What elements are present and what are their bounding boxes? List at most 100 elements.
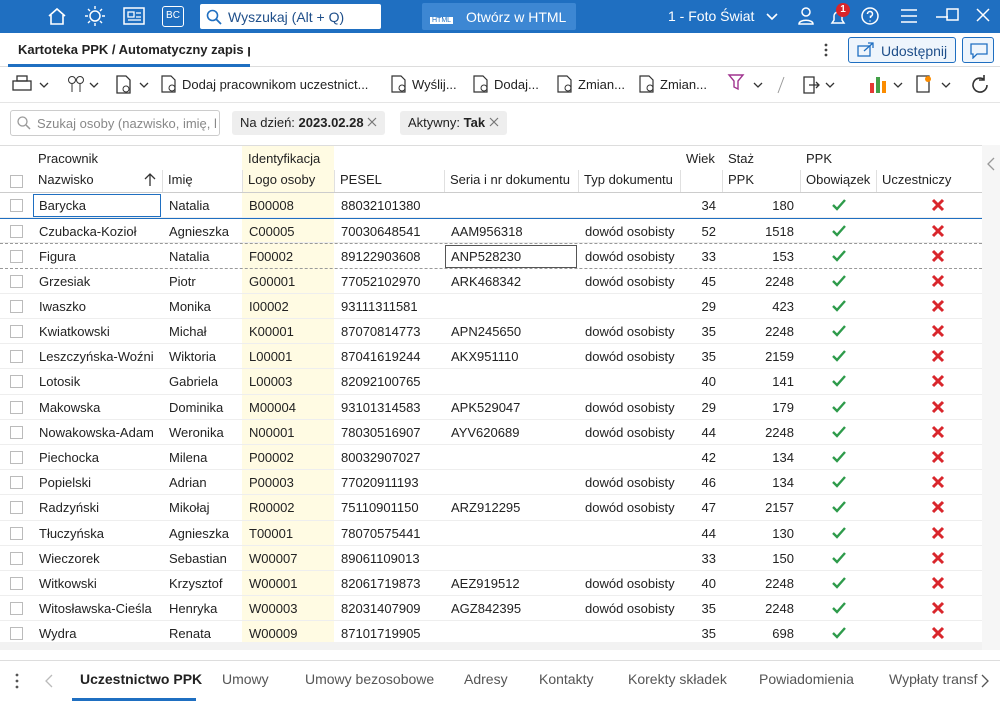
table-row[interactable]: Witosławska-Cieśla Henryka W00003 820314079…: [0, 596, 982, 622]
checkbox[interactable]: [10, 551, 23, 565]
checkbox[interactable]: [10, 175, 23, 188]
table-row[interactable]: Tłuczyńska Agnieszka T00001 78070575441 44 13…: [0, 521, 982, 546]
checkbox[interactable]: [10, 602, 23, 616]
checkbox[interactable]: [10, 299, 23, 313]
checkbox[interactable]: [10, 350, 23, 364]
check-icon: [832, 274, 846, 291]
expand-icon[interactable]: [986, 157, 996, 171]
dropdown-icon[interactable]: [766, 12, 778, 22]
checkbox[interactable]: [10, 325, 23, 338]
user-icon[interactable]: [796, 6, 816, 26]
maximize-icon[interactable]: [946, 8, 960, 22]
share-button[interactable]: Udostępnij: [848, 37, 956, 63]
check-mark: [832, 577, 846, 589]
toolbar-button[interactable]: Dodaj...: [472, 75, 539, 95]
bottom-tab[interactable]: Umowy: [222, 671, 269, 687]
column-header[interactable]: PESEL: [340, 172, 382, 187]
company-selector[interactable]: 1 - Foto Świat: [668, 8, 755, 24]
sun-icon[interactable]: [84, 5, 106, 27]
checkbox[interactable]: [10, 425, 23, 439]
minimize-icon[interactable]: [935, 10, 949, 24]
column-header[interactable]: Logo osoby: [248, 172, 316, 187]
table-row[interactable]: Iwaszko Monika I00002 93111311581 29 423: [0, 294, 982, 319]
relations-icon[interactable]: [66, 75, 102, 95]
export-icon[interactable]: [800, 73, 840, 97]
news-icon[interactable]: [122, 6, 146, 26]
column-header[interactable]: PPK: [728, 172, 755, 187]
close-icon[interactable]: [976, 8, 990, 22]
next-icon[interactable]: [980, 674, 990, 688]
table-row[interactable]: Radzyński Mikołaj R00002 75110901150 ARZ9122…: [0, 495, 982, 521]
search-box[interactable]: Wyszukaj (Alt + Q): [200, 4, 381, 29]
table-row[interactable]: Nowakowska-Adam Weronika N00001 78030516907…: [0, 420, 982, 445]
bottom-tab[interactable]: Powiadomienia: [759, 671, 854, 687]
table-row[interactable]: Makowska Dominika M00004 93101314583 APK5290…: [0, 395, 982, 420]
tab-title[interactable]: Kartoteka PPK / Automatyczny zapis p: [18, 42, 250, 57]
checkbox[interactable]: [10, 375, 23, 389]
table-row[interactable]: Barycka Natalia B00008 88032101380 34 180: [0, 193, 982, 219]
column-header[interactable]: Uczestniczy: [882, 172, 952, 187]
sort-icon[interactable]: [144, 173, 156, 190]
column-header[interactable]: Seria i nr dokumentu: [450, 172, 570, 187]
checkbox[interactable]: [10, 451, 23, 464]
table-row[interactable]: Kwiatkowski Michał K00001 87070814773 APN245…: [0, 319, 982, 345]
more-icon[interactable]: [822, 42, 830, 58]
tools-icon[interactable]: [914, 73, 954, 97]
column-header[interactable]: Typ dokumentu: [584, 172, 673, 187]
open-html-button[interactable]: HTML Otwórz w HTML: [422, 3, 576, 30]
prev-icon[interactable]: [44, 674, 54, 688]
bottom-tab[interactable]: Umowy bezosobowe: [305, 671, 435, 687]
table-row[interactable]: Wydra Renata W00009 87101719905 35 698: [0, 621, 982, 647]
toolbar-button[interactable]: Zmian...: [556, 75, 625, 95]
active-filter[interactable]: Aktywny: Tak: [400, 111, 507, 135]
toolbar-button[interactable]: Zmian...: [638, 75, 707, 95]
table-row[interactable]: Piechocka Milena P00002 80032907027 42 134: [0, 445, 982, 471]
refresh-icon[interactable]: [968, 73, 992, 97]
checkbox[interactable]: [10, 274, 23, 288]
bottom-tab[interactable]: Korekty składek: [628, 671, 727, 687]
more-icon[interactable]: [14, 673, 20, 689]
remove-filter-icon[interactable]: [367, 117, 377, 127]
table-row[interactable]: Popielski Adrian P00003 77020911193 dowód os…: [0, 470, 982, 496]
column-header[interactable]: Nazwisko: [38, 172, 94, 187]
print-icon[interactable]: [12, 75, 52, 95]
checkbox[interactable]: [10, 526, 23, 540]
date-filter[interactable]: Na dzień: 2023.02.28: [232, 111, 386, 135]
home-icon[interactable]: [46, 6, 68, 26]
chat-button[interactable]: [962, 37, 994, 63]
table-row[interactable]: Wieczorek Sebastian W00007 89061109013 33 150: [0, 546, 982, 571]
filter-doc-icon[interactable]: [726, 73, 766, 97]
app-badge[interactable]: BC: [162, 6, 184, 27]
remove-filter-icon[interactable]: [489, 117, 499, 127]
menu-icon[interactable]: [900, 8, 918, 24]
checkbox[interactable]: [10, 400, 23, 414]
table-row[interactable]: Lotosik Gabriela L00003 82092100765 40 141: [0, 369, 982, 395]
bottom-tab[interactable]: Kontakty: [539, 671, 594, 687]
checkbox[interactable]: [10, 501, 23, 515]
cell: Wydra: [39, 626, 77, 642]
table-row[interactable]: Czubacka-Kozioł Agnieszka C00005 7003064854…: [0, 218, 982, 244]
person-search[interactable]: Szukaj osoby (nazwisko, imię, l: [10, 110, 220, 136]
column-header[interactable]: Obowiązek: [806, 172, 871, 187]
cell: Witkowski: [39, 576, 97, 591]
bottom-tab[interactable]: Wypłaty transf: [889, 671, 978, 687]
checkbox[interactable]: [10, 476, 23, 490]
table-row[interactable]: Figura Natalia F00002 89122903608 ANP528230 d…: [0, 243, 982, 269]
help-icon[interactable]: [860, 6, 880, 26]
toolbar-button[interactable]: Wyślij...: [390, 75, 457, 95]
checkbox[interactable]: [10, 627, 23, 641]
table-row[interactable]: Witkowski Krzysztof W00001 82061719873 AEZ91…: [0, 571, 982, 597]
chart-icon[interactable]: [868, 73, 908, 97]
table-row[interactable]: Grzesiak Piotr G00001 77052102970 ARK468342 d…: [0, 269, 982, 294]
checkbox[interactable]: [10, 577, 23, 590]
document-settings-icon[interactable]: [114, 75, 154, 95]
column-header[interactable]: Imię: [168, 172, 193, 187]
checkbox[interactable]: [10, 225, 23, 239]
checkbox[interactable]: [10, 199, 23, 212]
bottom-tab[interactable]: Adresy: [464, 671, 508, 687]
checkbox[interactable]: [10, 250, 23, 264]
bottom-tab[interactable]: Uczestnictwo PPK: [80, 671, 203, 687]
toolbar-button[interactable]: Dodaj pracownikom uczestnict...: [160, 75, 368, 95]
table-row[interactable]: Leszczyńska-Woźni Wiktoria L00001 870416192…: [0, 344, 982, 370]
cell: 33: [701, 249, 716, 265]
